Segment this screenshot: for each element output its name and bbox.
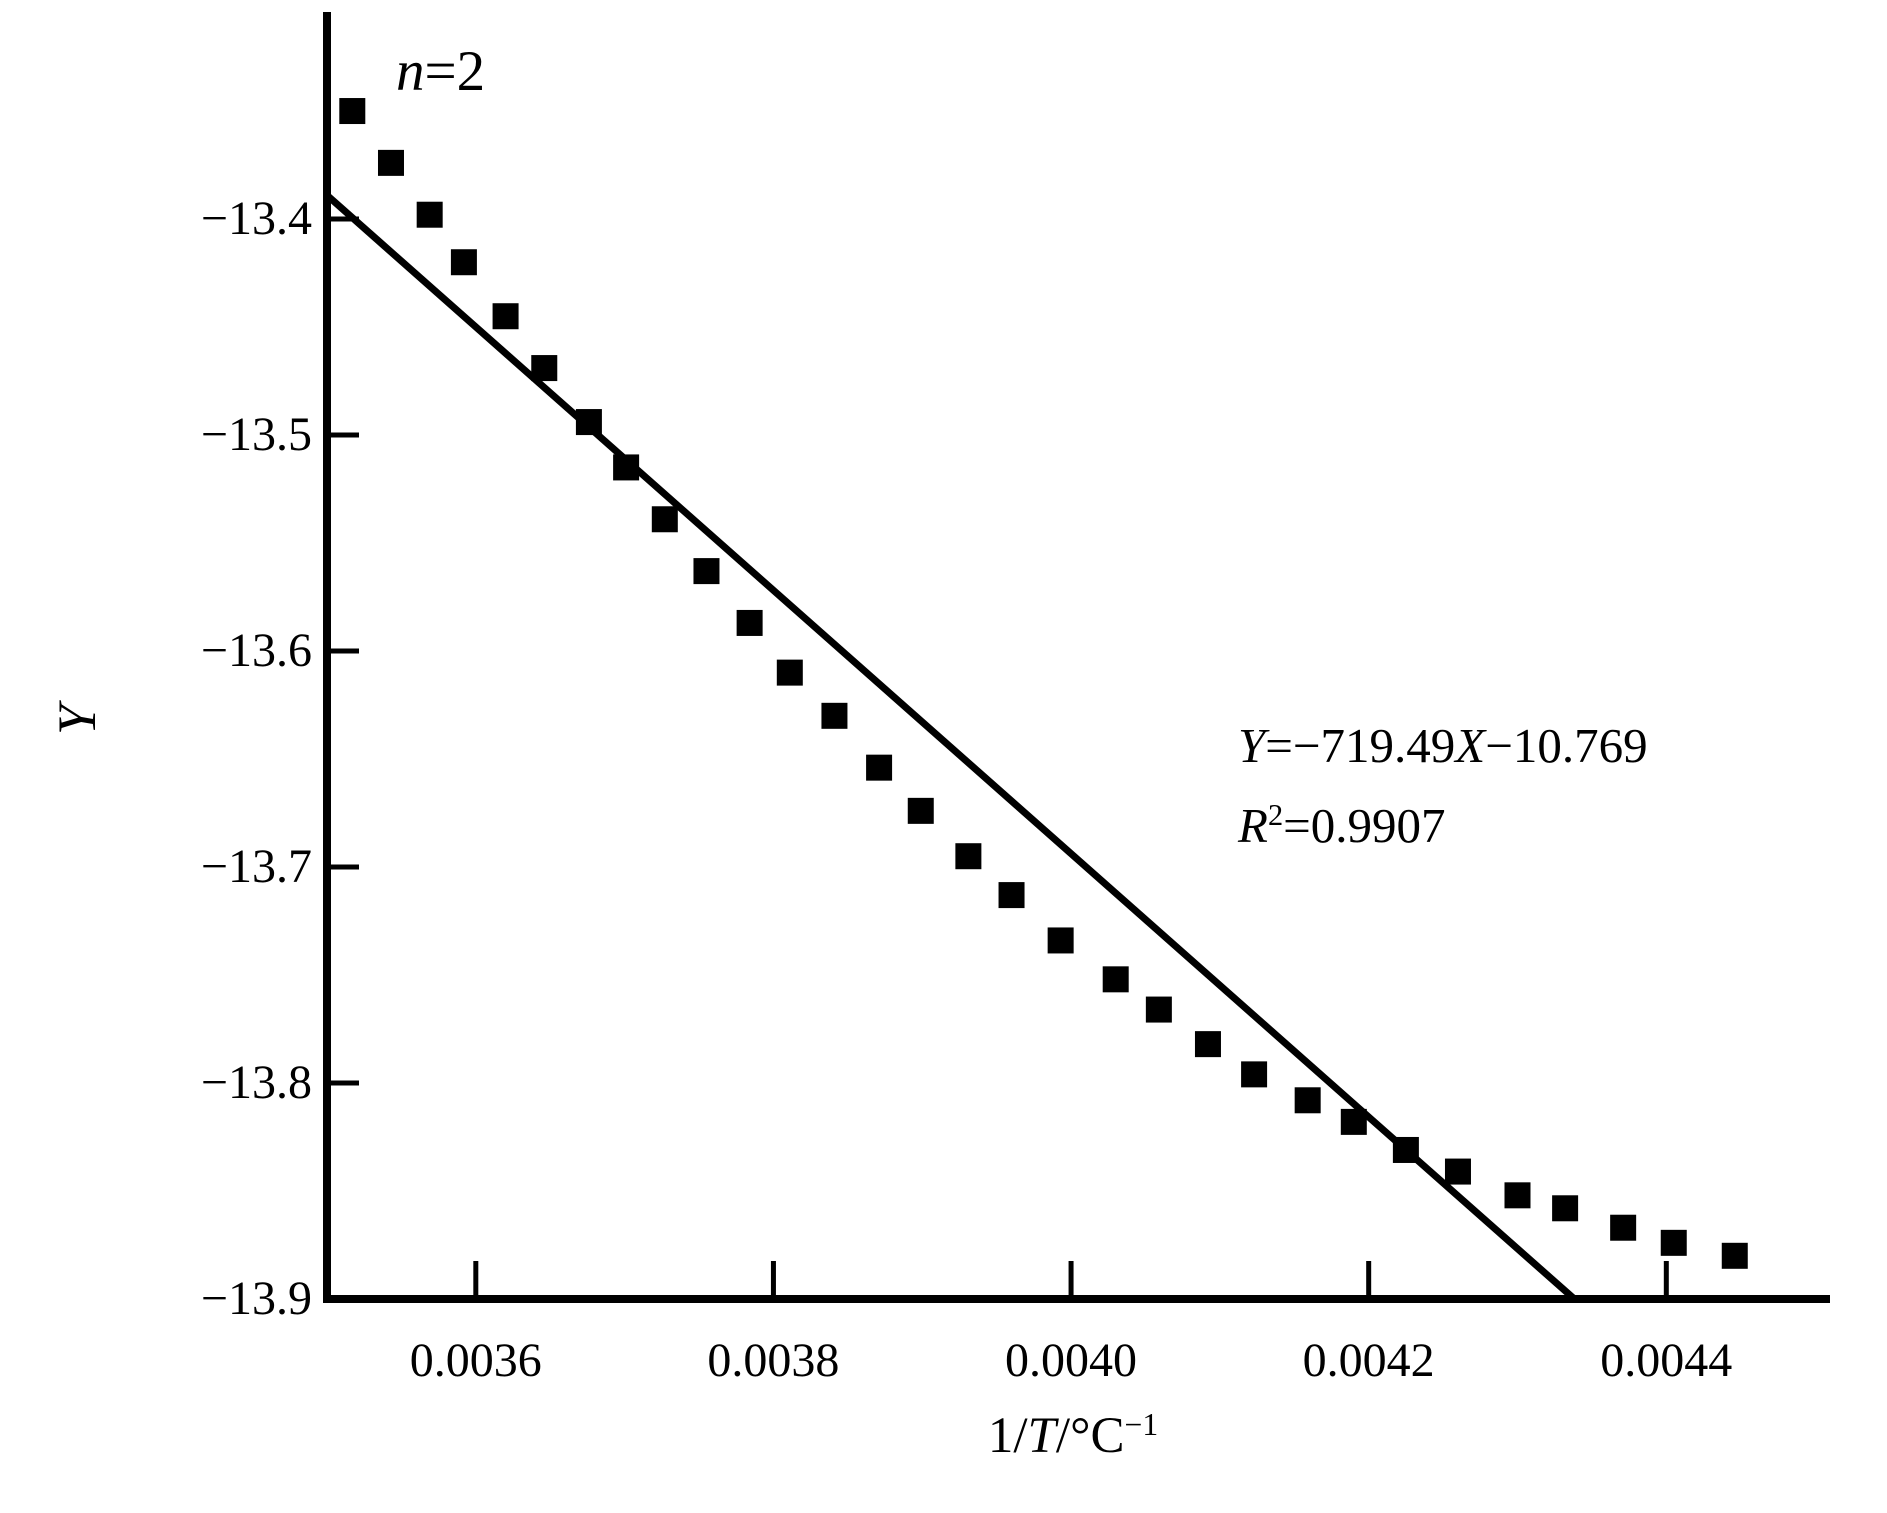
x-tick-label: 0.0036 [409, 1334, 542, 1387]
xlabel-unit: /°C [1055, 1408, 1125, 1464]
r-squared-line: R2=0.9907 [1238, 786, 1648, 872]
annotation-value: =2 [424, 40, 486, 103]
fit-equation-line: Y=−719.49X−10.769 [1238, 706, 1648, 786]
series-annotation: n=2 [396, 42, 485, 102]
data-point-marker [1444, 1158, 1471, 1185]
x-tick-label: 0.0044 [1600, 1334, 1733, 1387]
data-point-marker [1194, 1031, 1221, 1058]
data-point-marker [1294, 1087, 1321, 1114]
data-point-marker [1610, 1214, 1637, 1241]
data-point-marker [1504, 1182, 1531, 1209]
data-point-marker [1660, 1229, 1687, 1256]
data-point-marker [416, 201, 443, 228]
r-exponent: 2 [1267, 798, 1284, 833]
r-symbol: R [1238, 798, 1268, 853]
data-point-marker [450, 249, 477, 276]
data-point-marker [1145, 996, 1172, 1023]
equation-y-variable: Y [1238, 718, 1266, 773]
data-point-marker [1340, 1108, 1367, 1135]
data-point-marker [651, 506, 678, 533]
data-point-marker [492, 303, 519, 330]
data-point-marker [955, 843, 982, 870]
data-point-marker [866, 754, 893, 781]
equation-x-variable: X [1455, 718, 1486, 773]
data-point-marker [1241, 1061, 1268, 1088]
data-point-marker [575, 409, 602, 436]
equation-slope: =−719.49 [1265, 718, 1456, 773]
xlabel-numerator: 1/ [987, 1408, 1028, 1464]
y-tick-label: −13.9 [200, 1272, 312, 1325]
x-axis-title: 1/T/°C−1 [873, 1406, 1273, 1472]
y-tick-label: −13.5 [200, 408, 312, 462]
data-point-marker [531, 355, 558, 382]
y-tick-label: −13.6 [200, 624, 312, 678]
y-tick-label: −13.8 [200, 1056, 312, 1109]
annotation-variable: n [396, 40, 425, 103]
data-point-marker [339, 98, 366, 125]
y-axis-title: Y [47, 704, 108, 736]
x-tick-label: 0.0038 [707, 1334, 840, 1387]
equation-intercept: −10.769 [1485, 718, 1648, 773]
data-point-marker [613, 454, 640, 481]
data-point-marker [377, 149, 404, 176]
y-tick-label: −13.4 [200, 192, 312, 246]
y-tick-label: −13.7 [200, 840, 312, 893]
data-point-marker [693, 558, 720, 585]
data-point-marker [1721, 1242, 1748, 1269]
xlabel-t-variable: T [1027, 1408, 1056, 1464]
data-point-marker [821, 702, 848, 729]
data-point-marker [998, 882, 1025, 909]
x-tick-label: 0.0040 [1005, 1334, 1138, 1387]
data-point-marker [1392, 1136, 1419, 1163]
x-tick-label: 0.0042 [1302, 1334, 1435, 1387]
data-point-marker [776, 659, 803, 686]
fit-equation-block: Y=−719.49X−10.769 R2=0.9907 [1238, 706, 1648, 872]
data-point-marker [736, 609, 763, 636]
data-point-marker [1102, 966, 1129, 993]
xlabel-exponent: −1 [1124, 1406, 1159, 1442]
r-squared-value: =0.9907 [1283, 798, 1446, 853]
data-point-marker [907, 797, 934, 824]
data-point-marker [1552, 1195, 1579, 1222]
data-point-marker [1047, 927, 1074, 954]
